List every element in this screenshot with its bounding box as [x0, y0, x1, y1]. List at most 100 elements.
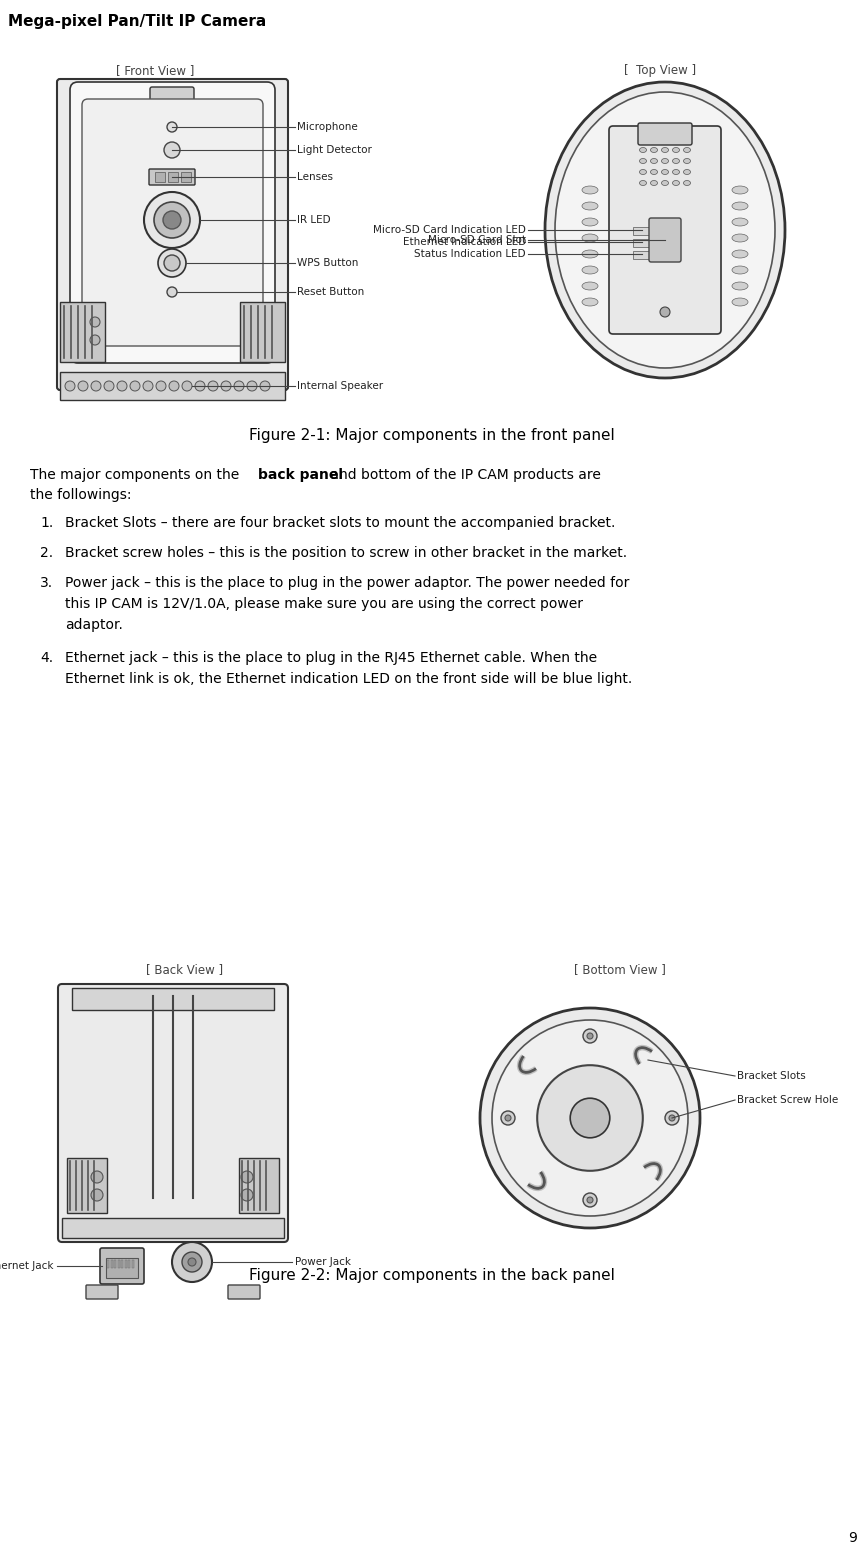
- Bar: [106, 1258, 138, 1278]
- Circle shape: [158, 248, 186, 276]
- Bar: [114, 1259, 116, 1267]
- Text: Lenses: Lenses: [297, 172, 333, 182]
- FancyBboxPatch shape: [82, 99, 263, 346]
- Ellipse shape: [732, 266, 748, 273]
- Circle shape: [537, 1065, 643, 1171]
- Text: back panel: back panel: [258, 467, 343, 481]
- Ellipse shape: [650, 148, 657, 152]
- Circle shape: [167, 123, 177, 132]
- Circle shape: [90, 317, 100, 328]
- Ellipse shape: [683, 158, 690, 163]
- Circle shape: [130, 380, 140, 391]
- Bar: [168, 172, 178, 182]
- Text: Ethernet Jack: Ethernet Jack: [0, 1261, 54, 1270]
- FancyBboxPatch shape: [57, 79, 288, 390]
- Circle shape: [208, 380, 218, 391]
- Circle shape: [188, 1258, 196, 1266]
- Text: Ethernet link is ok, the Ethernet indication LED on the front side will be blue : Ethernet link is ok, the Ethernet indica…: [65, 672, 632, 686]
- Text: Figure 2-1: Major components in the front panel: Figure 2-1: Major components in the fron…: [249, 429, 615, 443]
- Circle shape: [583, 1030, 597, 1044]
- Bar: [72, 988, 274, 1009]
- Bar: [121, 1259, 123, 1267]
- Ellipse shape: [582, 283, 598, 290]
- FancyBboxPatch shape: [86, 1284, 118, 1298]
- Ellipse shape: [582, 217, 598, 227]
- Text: Light Detector: Light Detector: [297, 144, 372, 155]
- Circle shape: [169, 380, 179, 391]
- Bar: [131, 1259, 133, 1267]
- Text: 1.: 1.: [40, 516, 54, 530]
- Ellipse shape: [662, 169, 669, 174]
- Circle shape: [90, 335, 100, 345]
- Text: Bracket Screw Hole: Bracket Screw Hole: [737, 1095, 838, 1106]
- Text: IR LED: IR LED: [297, 214, 330, 225]
- Bar: [118, 1259, 119, 1267]
- Text: Micro-SD Card Slot: Micro-SD Card Slot: [428, 235, 526, 245]
- Bar: [62, 1218, 284, 1238]
- Bar: [60, 373, 285, 401]
- Bar: [240, 301, 285, 362]
- Circle shape: [104, 380, 114, 391]
- Text: Bracket Slots – there are four bracket slots to mount the accompanied bracket.: Bracket Slots – there are four bracket s…: [65, 516, 615, 530]
- Circle shape: [167, 287, 177, 297]
- FancyBboxPatch shape: [228, 1284, 260, 1298]
- Text: Figure 2-2: Major components in the back panel: Figure 2-2: Major components in the back…: [249, 1267, 615, 1283]
- Circle shape: [583, 1193, 597, 1207]
- Circle shape: [570, 1098, 610, 1138]
- Circle shape: [221, 380, 231, 391]
- Ellipse shape: [732, 235, 748, 242]
- Circle shape: [164, 141, 180, 158]
- FancyBboxPatch shape: [150, 87, 194, 120]
- Bar: [633, 227, 651, 235]
- Ellipse shape: [650, 180, 657, 185]
- Bar: [155, 172, 165, 182]
- Circle shape: [241, 1190, 253, 1200]
- Text: [ Back View ]: [ Back View ]: [146, 963, 223, 975]
- Ellipse shape: [732, 250, 748, 258]
- Text: 2.: 2.: [40, 547, 53, 561]
- Ellipse shape: [582, 250, 598, 258]
- Circle shape: [143, 380, 153, 391]
- FancyBboxPatch shape: [638, 123, 692, 144]
- Text: Bracket Slots: Bracket Slots: [737, 1072, 806, 1081]
- Ellipse shape: [672, 148, 680, 152]
- Bar: [125, 1259, 126, 1267]
- Text: 3.: 3.: [40, 576, 53, 590]
- Text: 9: 9: [848, 1531, 857, 1545]
- Text: The major components on the: The major components on the: [30, 467, 244, 481]
- Ellipse shape: [582, 186, 598, 194]
- Ellipse shape: [683, 180, 690, 185]
- Text: Reset Button: Reset Button: [297, 287, 364, 297]
- Ellipse shape: [650, 158, 657, 163]
- Text: this IP CAM is 12V/1.0A, please make sure you are using the correct power: this IP CAM is 12V/1.0A, please make sur…: [65, 596, 583, 610]
- Text: Status Indication LED: Status Indication LED: [414, 248, 526, 259]
- FancyBboxPatch shape: [70, 82, 275, 363]
- Ellipse shape: [732, 217, 748, 227]
- Bar: [107, 1259, 109, 1267]
- Circle shape: [154, 202, 190, 238]
- Bar: [128, 1259, 130, 1267]
- Text: [  Top View ]: [ Top View ]: [624, 64, 696, 78]
- Ellipse shape: [683, 148, 690, 152]
- Bar: [60, 301, 105, 362]
- Ellipse shape: [732, 202, 748, 210]
- Circle shape: [91, 380, 101, 391]
- Bar: [239, 1159, 279, 1213]
- FancyBboxPatch shape: [149, 169, 195, 185]
- Circle shape: [163, 211, 181, 228]
- Ellipse shape: [672, 180, 680, 185]
- Text: Ethernet jack – this is the place to plug in the RJ45 Ethernet cable. When the: Ethernet jack – this is the place to plu…: [65, 651, 597, 665]
- Ellipse shape: [672, 158, 680, 163]
- Circle shape: [182, 380, 192, 391]
- Ellipse shape: [582, 235, 598, 242]
- Circle shape: [144, 193, 200, 248]
- FancyBboxPatch shape: [649, 217, 681, 262]
- FancyBboxPatch shape: [100, 1249, 144, 1284]
- Ellipse shape: [639, 180, 646, 185]
- Circle shape: [91, 1190, 103, 1200]
- Circle shape: [182, 1252, 202, 1272]
- Text: Ethernet Indication LED: Ethernet Indication LED: [403, 238, 526, 247]
- FancyBboxPatch shape: [58, 985, 288, 1242]
- Ellipse shape: [662, 180, 669, 185]
- Bar: [181, 172, 191, 182]
